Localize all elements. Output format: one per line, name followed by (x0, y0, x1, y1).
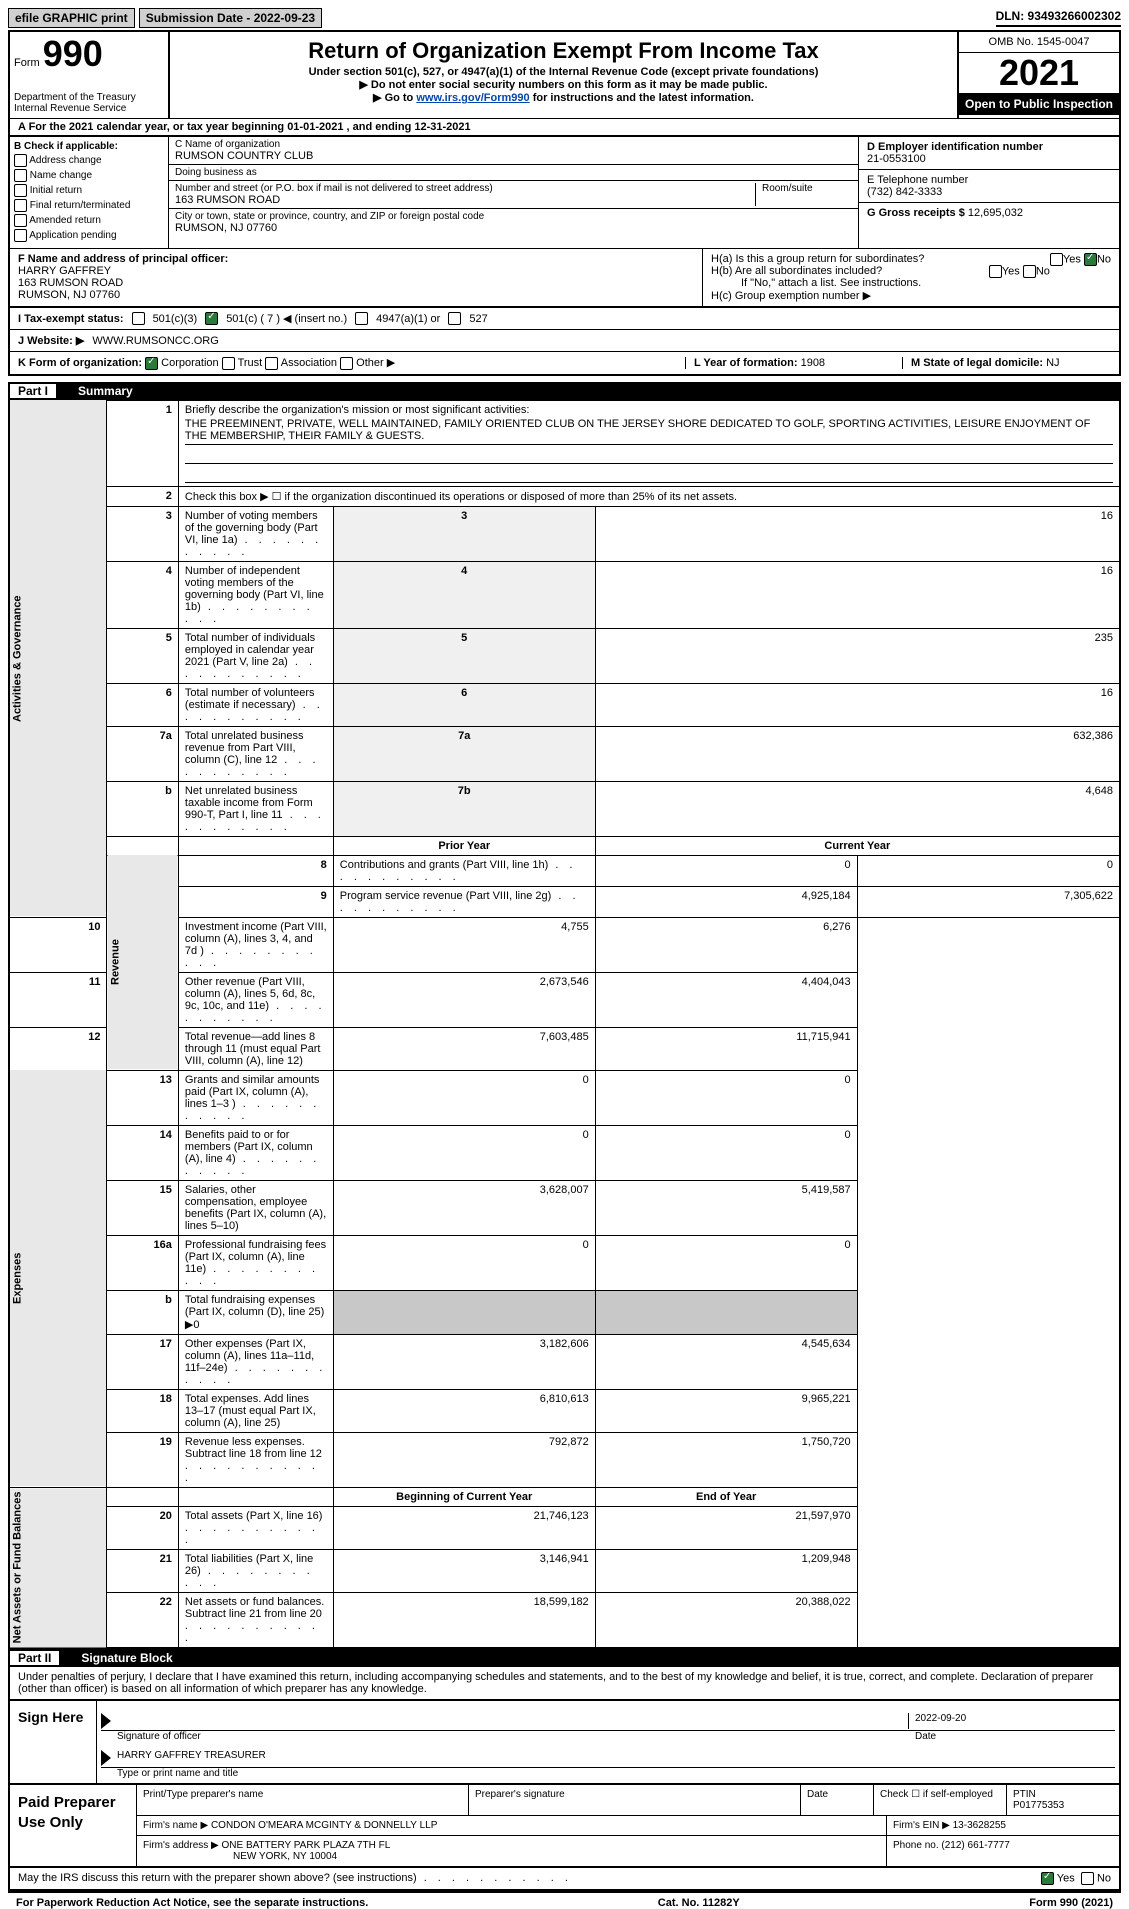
gross-receipts: 12,695,032 (968, 207, 1023, 219)
officer-name: HARRY GAFFREY (18, 265, 111, 277)
submission-date: Submission Date - 2022-09-23 (139, 8, 322, 28)
instr-2: ▶ Go to www.irs.gov/Form990 for instruct… (174, 91, 953, 104)
summary-table: Activities & Governance 1 Briefly descri… (8, 400, 1121, 1650)
section-deg: D Employer identification number 21-0553… (858, 137, 1119, 248)
table-row: 7aTotal unrelated business revenue from … (9, 726, 1120, 781)
irs-link[interactable]: www.irs.gov/Form990 (416, 92, 529, 104)
website-row: J Website: ▶ WWW.RUMSONCC.ORG (8, 330, 1121, 352)
paid-preparer-block: Paid Preparer Use Only Print/Type prepar… (8, 1785, 1121, 1868)
org-street: 163 RUMSON ROAD (175, 194, 755, 206)
form-header: Form 990 Department of the Treasury Inte… (8, 30, 1121, 118)
tax-status-row: I Tax-exempt status: 501(c)(3) 501(c) ( … (8, 308, 1121, 330)
calendar-year-row: A For the 2021 calendar year, or tax yea… (8, 118, 1121, 137)
ein-value: 21-0553100 (867, 153, 1111, 165)
arrow-icon (101, 1750, 111, 1766)
side-net-assets: Net Assets or Fund Balances (9, 1487, 107, 1648)
table-row: 4Number of independent voting members of… (9, 561, 1120, 628)
section-b: B Check if applicable: Address change Na… (10, 137, 169, 248)
part-2-header: Part II Signature Block (8, 1649, 1121, 1667)
top-bar: efile GRAPHIC print Submission Date - 20… (8, 8, 1121, 28)
signature-declaration: Under penalties of perjury, I declare th… (8, 1667, 1121, 1701)
mission-text: THE PREEMINENT, PRIVATE, WELL MAINTAINED… (185, 416, 1113, 445)
discuss-row: May the IRS discuss this return with the… (8, 1868, 1121, 1891)
form-subtitle: Under section 501(c), 527, or 4947(a)(1)… (174, 66, 953, 78)
signer-name: HARRY GAFFREY TREASURER (117, 1750, 266, 1766)
org-name: RUMSON COUNTRY CLUB (175, 150, 852, 162)
omb-number: OMB No. 1545-0047 (959, 32, 1119, 53)
side-revenue: Revenue (107, 855, 178, 1070)
website-value: WWW.RUMSONCC.ORG (92, 335, 218, 347)
table-row: 3Number of voting members of the governi… (9, 506, 1120, 561)
open-inspection: Open to Public Inspection (959, 93, 1119, 115)
side-expenses: Expenses (9, 1070, 107, 1487)
arrow-icon (101, 1713, 111, 1729)
section-c: C Name of organization RUMSON COUNTRY CL… (169, 137, 858, 248)
firm-name: CONDON O'MEARA MCGINTY & DONNELLY LLP (211, 1820, 437, 1831)
page-footer: For Paperwork Reduction Act Notice, see … (8, 1891, 1121, 1909)
dln-label: DLN: 93493266002302 (996, 9, 1121, 27)
section-bcd: B Check if applicable: Address change Na… (8, 137, 1121, 248)
dept-treasury: Department of the Treasury (14, 92, 164, 103)
part-1-header: Part I Summary (8, 382, 1121, 400)
side-activities: Activities & Governance (9, 400, 107, 917)
efile-button[interactable]: efile GRAPHIC print (8, 8, 135, 28)
section-fh: F Name and address of principal officer:… (8, 248, 1121, 308)
form-title: Return of Organization Exempt From Incom… (174, 38, 953, 64)
tax-year: 2021 (959, 53, 1119, 93)
org-city: RUMSON, NJ 07760 (175, 222, 852, 234)
telephone-value: (732) 842-3333 (867, 186, 1111, 198)
table-row: 6Total number of volunteers (estimate if… (9, 683, 1120, 726)
sign-here-block: Sign Here 2022-09-20 Signature of office… (8, 1701, 1121, 1785)
table-row: 5Total number of individuals employed in… (9, 628, 1120, 683)
k-org-row: K Form of organization: Corporation Trus… (8, 352, 1121, 376)
form-word: Form (14, 57, 40, 69)
instr-1: ▶ Do not enter social security numbers o… (174, 78, 953, 91)
table-row: bNet unrelated business taxable income f… (9, 781, 1120, 836)
form-number: 990 (43, 33, 103, 74)
dept-irs: Internal Revenue Service (14, 103, 164, 114)
